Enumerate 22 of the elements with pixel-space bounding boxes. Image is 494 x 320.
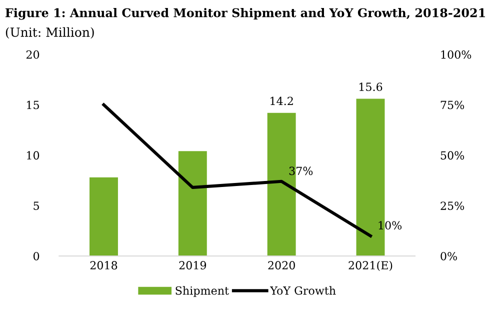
x-tick-label: 2019 bbox=[179, 261, 206, 270]
chart-subtitle: (Unit: Million) bbox=[6, 27, 94, 39]
y2-tick-label: 100% bbox=[441, 50, 472, 59]
y-tick-label: 20 bbox=[26, 50, 40, 59]
bar bbox=[178, 151, 207, 256]
x-tick-label: 2020 bbox=[268, 261, 295, 270]
legend-label: Shipment bbox=[176, 286, 229, 297]
y2-tick-label: 25% bbox=[440, 202, 464, 210]
data-label: 14.2 bbox=[270, 96, 293, 106]
legend-label: YoY Growth bbox=[270, 286, 336, 295]
x-tick-label: 2018 bbox=[90, 261, 118, 270]
y-tick-label: 0 bbox=[34, 252, 40, 260]
y2-tick-label: 0% bbox=[440, 252, 457, 260]
bar bbox=[90, 177, 118, 256]
y-tick-label: 5 bbox=[34, 202, 39, 210]
x-tick-label: 2021(E) bbox=[348, 260, 392, 272]
y2-tick-label: 50% bbox=[440, 151, 464, 160]
y-tick-label: 15 bbox=[27, 100, 39, 110]
data-label: 15.6 bbox=[359, 82, 382, 92]
chart-title: Figure 1: Annual Curved Monitor Shipment and YoY Growth, 2018-2021 bbox=[6, 8, 485, 20]
y2-tick-label: 75% bbox=[440, 100, 464, 110]
y-tick-label: 10 bbox=[27, 151, 40, 160]
